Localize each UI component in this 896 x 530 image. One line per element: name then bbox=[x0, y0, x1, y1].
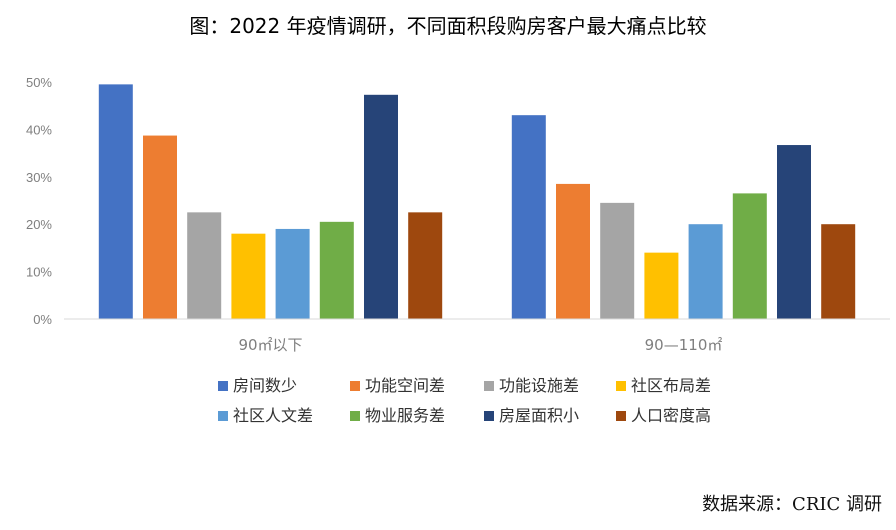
bar-chart: 0% 10% 20% 30% 40% 50% 90㎡以下 90—110㎡ 房间数少 功能空间差… bbox=[26, 75, 890, 425]
source-note: 数据来源：CRIC 调研 bbox=[702, 494, 882, 515]
bar bbox=[777, 145, 811, 319]
bar bbox=[600, 202, 635, 319]
y-axis: 0% 10% 20% 30% 40% 50% bbox=[26, 75, 52, 327]
x-axis: 90㎡以下 90—110㎡ bbox=[238, 336, 722, 354]
legend-label: 社区布局差 bbox=[631, 376, 711, 395]
bar bbox=[556, 183, 590, 319]
bar bbox=[275, 228, 310, 319]
legend-label: 功能设施差 bbox=[499, 376, 579, 395]
chart-title: 图：2022 年疫情调研，不同面积段购房客户最大痛点比较 bbox=[189, 14, 707, 38]
bar bbox=[98, 84, 133, 320]
bar bbox=[187, 212, 222, 319]
x-category-label: 90—110㎡ bbox=[645, 336, 723, 354]
legend-label: 房屋面积小 bbox=[499, 406, 579, 425]
legend-label: 社区人文差 bbox=[233, 406, 313, 425]
legend-label: 人口密度高 bbox=[631, 406, 711, 425]
bar bbox=[143, 135, 177, 319]
legend-swatch bbox=[484, 381, 494, 391]
legend-swatch bbox=[616, 411, 626, 421]
y-tick-label: 40% bbox=[26, 122, 52, 137]
bars bbox=[98, 84, 856, 320]
y-tick-label: 10% bbox=[26, 265, 52, 280]
legend-label: 物业服务差 bbox=[365, 406, 445, 425]
legend-swatch bbox=[350, 381, 360, 391]
bar bbox=[408, 212, 443, 319]
legend-swatch bbox=[218, 381, 228, 391]
bar bbox=[732, 193, 767, 319]
bar bbox=[231, 233, 266, 319]
legend-swatch bbox=[484, 411, 494, 421]
bar bbox=[688, 224, 723, 319]
x-category-label: 90㎡以下 bbox=[238, 336, 302, 354]
bar bbox=[364, 94, 398, 319]
legend-swatch bbox=[616, 381, 626, 391]
bar bbox=[644, 252, 679, 319]
y-tick-label: 20% bbox=[26, 217, 52, 232]
bar bbox=[511, 115, 546, 320]
bar bbox=[319, 221, 354, 319]
y-tick-label: 30% bbox=[26, 170, 52, 185]
y-tick-label: 0% bbox=[33, 312, 52, 327]
legend-swatch bbox=[350, 411, 360, 421]
legend-swatch bbox=[218, 411, 228, 421]
legend-label: 房间数少 bbox=[233, 376, 297, 395]
bar bbox=[821, 224, 856, 319]
y-tick-label: 50% bbox=[26, 75, 52, 90]
legend-label: 功能空间差 bbox=[365, 376, 445, 395]
